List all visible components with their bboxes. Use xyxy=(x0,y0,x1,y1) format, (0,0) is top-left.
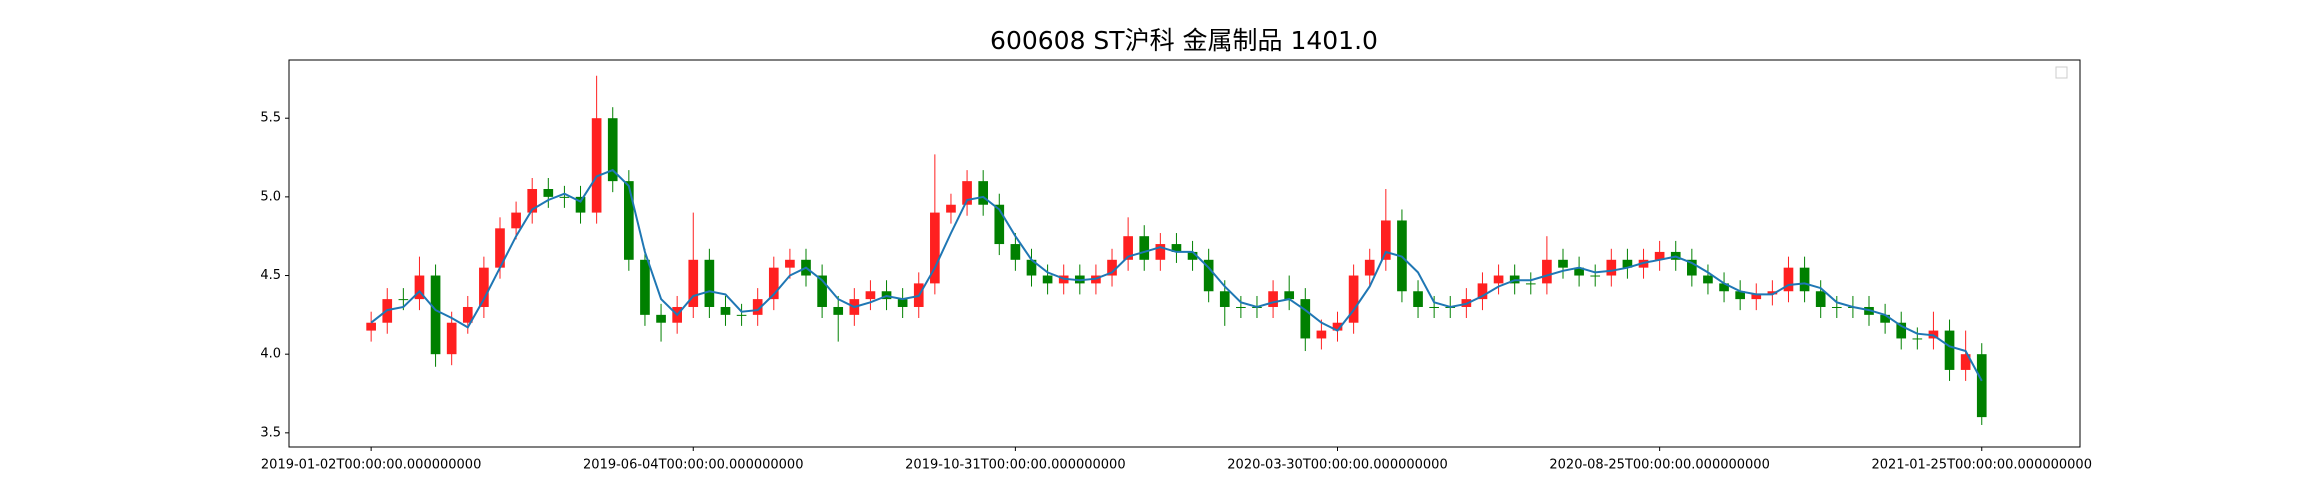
candle-body xyxy=(752,299,763,315)
candle-body xyxy=(833,306,844,315)
candle-body xyxy=(1799,267,1810,292)
candle-body xyxy=(430,275,441,355)
x-tick-label: 2020-08-25T00:00:00.000000000 xyxy=(1549,458,1769,473)
candle-body xyxy=(1493,275,1504,284)
candle-body xyxy=(1654,251,1665,260)
candle-body xyxy=(704,259,715,307)
candle-body xyxy=(1767,291,1778,295)
candle-body xyxy=(1896,322,1907,339)
y-tick-label: 5.5 xyxy=(260,111,281,126)
candle-body xyxy=(1348,275,1359,323)
candle-body xyxy=(994,204,1005,245)
x-tick-label: 2019-06-04T00:00:00.000000000 xyxy=(583,458,803,473)
candle-body xyxy=(559,196,570,198)
candle-body xyxy=(688,259,699,307)
y-tick-label: 4.0 xyxy=(260,347,281,362)
y-tick-label: 3.5 xyxy=(260,425,281,440)
candle-body xyxy=(1912,338,1923,340)
candle-body xyxy=(1815,291,1826,307)
candle-body xyxy=(575,196,586,213)
candle-body xyxy=(543,189,554,197)
candle-body xyxy=(640,259,650,315)
candle-body xyxy=(736,314,747,316)
candle-body xyxy=(1364,259,1375,276)
candle-body xyxy=(1687,259,1697,276)
candle-body xyxy=(511,212,521,229)
candle-body xyxy=(607,118,618,182)
candle-body xyxy=(1026,259,1037,276)
candle-body xyxy=(785,259,795,268)
candle-body xyxy=(1976,354,1987,418)
candle-body xyxy=(1783,267,1794,292)
candle-body xyxy=(1606,259,1617,276)
candle-body xyxy=(366,322,376,331)
chart-title: 600608 ST沪科 金属制品 1401.0 xyxy=(990,26,1378,55)
candle-body xyxy=(398,299,409,301)
candle-body xyxy=(1558,259,1568,268)
candle-body xyxy=(414,275,425,300)
candle-body xyxy=(1429,306,1439,308)
candle-body xyxy=(817,275,827,307)
candle-body xyxy=(978,181,989,205)
candle-body xyxy=(1300,299,1311,339)
candle-body xyxy=(1719,283,1729,292)
candle-body xyxy=(897,299,908,307)
candle-body xyxy=(1944,330,1955,370)
candle-body xyxy=(656,314,666,323)
candle-body xyxy=(946,204,956,213)
plot-frame xyxy=(288,59,2081,448)
candle-body xyxy=(1316,330,1327,339)
candle-body xyxy=(1219,291,1230,307)
candle-body xyxy=(1123,236,1133,260)
candle-body xyxy=(1960,354,1971,370)
candle-body xyxy=(1622,259,1633,268)
candle-body xyxy=(1332,322,1343,331)
candle-body xyxy=(495,228,505,268)
candle-body xyxy=(1171,244,1182,252)
candle-body xyxy=(1380,220,1391,260)
candle-body xyxy=(930,212,940,284)
candle-body xyxy=(1477,283,1488,300)
candle-body xyxy=(1187,251,1198,260)
candle-body xyxy=(1010,244,1021,260)
candle-body xyxy=(1139,236,1150,260)
candle-body xyxy=(1203,259,1214,292)
candle-body xyxy=(462,306,473,323)
candle-body xyxy=(1751,294,1762,300)
candle-body xyxy=(591,118,602,213)
candle-body xyxy=(720,306,731,315)
candle-body xyxy=(1831,306,1842,308)
y-tick-label: 5.0 xyxy=(260,189,281,204)
candle-body xyxy=(1542,259,1552,284)
candle-body xyxy=(1236,306,1246,308)
candle-body xyxy=(1880,314,1890,323)
candle-body xyxy=(527,189,538,213)
candle-body xyxy=(1284,291,1295,300)
candle-body xyxy=(1042,275,1053,284)
candle-body xyxy=(1735,291,1745,300)
candle-body xyxy=(479,267,489,307)
y-tick-label: 4.5 xyxy=(260,268,281,283)
x-tick-label: 2019-10-31T00:00:00.000000000 xyxy=(905,458,1125,473)
moving-average-line xyxy=(370,168,1983,382)
x-tick-label: 2019-01-02T00:00:00.000000000 xyxy=(261,458,481,473)
candle-body xyxy=(1590,275,1601,277)
candle-body xyxy=(1525,283,1536,285)
candle-body xyxy=(865,291,876,300)
candle-body xyxy=(624,181,634,260)
candle-body xyxy=(1268,291,1278,307)
candle-body xyxy=(1155,244,1166,260)
candle-body xyxy=(1574,267,1584,276)
candle-body xyxy=(1107,259,1117,276)
candle-body xyxy=(962,181,972,205)
x-tick-label: 2021-01-25T00:00:00.000000000 xyxy=(1872,458,2092,473)
candle-body xyxy=(446,322,457,355)
candle-body xyxy=(768,267,779,300)
candle-body xyxy=(1703,275,1713,284)
x-tick-label: 2020-03-30T00:00:00.000000000 xyxy=(1227,458,1447,473)
legend-box xyxy=(2055,66,2068,79)
candle-body xyxy=(1413,291,1423,307)
